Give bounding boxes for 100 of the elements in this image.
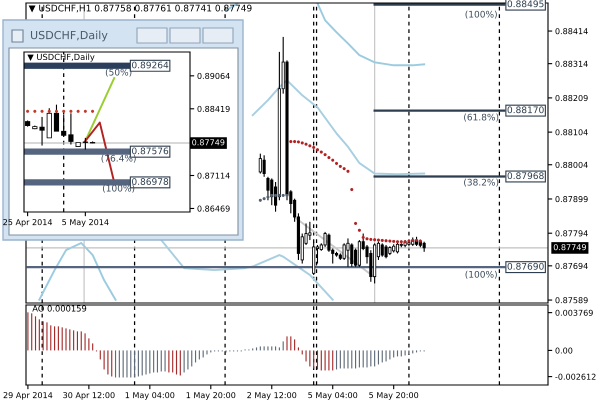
point xyxy=(350,188,354,192)
y-tick-label: 0.00 xyxy=(555,347,572,354)
y-tick-label: -0.002612 xyxy=(555,374,596,380)
point xyxy=(396,240,400,244)
point xyxy=(338,164,342,168)
x-tick-label: 30 Apr 12:00 xyxy=(63,392,115,400)
point xyxy=(278,194,281,197)
point xyxy=(365,237,369,240)
point xyxy=(270,194,274,197)
point xyxy=(334,162,338,165)
x-tick-label: 25 Apr 2014 xyxy=(3,219,52,227)
y-tick-label: 0.87794 xyxy=(555,230,588,236)
point xyxy=(354,222,358,225)
point xyxy=(418,239,422,243)
point xyxy=(262,197,266,200)
line-series xyxy=(316,3,426,66)
x-tick-label: 5 May 04:00 xyxy=(308,392,358,400)
point xyxy=(376,238,380,242)
point xyxy=(369,238,372,241)
point xyxy=(414,238,418,242)
x-tick-label: 1 May 04:00 xyxy=(126,392,174,400)
y-tick-label: 0.87694 xyxy=(555,262,588,269)
point xyxy=(411,238,414,242)
y-tick-label: 0.003769 xyxy=(555,310,593,316)
annotation: (50%) xyxy=(106,68,132,77)
point xyxy=(342,167,346,170)
candlestick xyxy=(350,242,354,268)
series-label: 0.86978 xyxy=(132,178,168,185)
point xyxy=(296,140,300,144)
x-tick-label: 1 May 20:00 xyxy=(186,392,236,400)
y-tick-label: 0.87589 xyxy=(555,297,588,304)
x-tick-label: 5 May 20:00 xyxy=(369,392,418,400)
point xyxy=(373,238,376,242)
y-tick-label: 0.88209 xyxy=(555,94,588,102)
series-label: 0.87576 xyxy=(132,147,168,154)
annotation: (100%) xyxy=(466,10,497,19)
series-label: 0.88170 xyxy=(508,106,544,114)
point xyxy=(258,198,262,202)
point xyxy=(308,144,312,148)
series-label: 0.87690 xyxy=(508,262,544,270)
candlestick xyxy=(396,242,400,254)
annotation: (61.8%) xyxy=(464,114,498,122)
point xyxy=(380,238,384,242)
candlestick xyxy=(39,116,45,146)
line-series xyxy=(252,79,426,176)
point xyxy=(266,195,270,199)
point xyxy=(282,194,285,197)
candlestick xyxy=(346,238,350,268)
point xyxy=(285,194,289,197)
point xyxy=(327,156,330,160)
point xyxy=(400,240,403,244)
y-tick-label: 0.88104 xyxy=(555,129,588,136)
y-tick-label: 0.88414 xyxy=(555,28,588,34)
point xyxy=(289,140,292,144)
candlestick xyxy=(258,153,262,174)
annotation: ▼ USDCHF,Daily xyxy=(27,54,95,62)
candlestick xyxy=(324,231,327,248)
y-tick-label: 0.88004 xyxy=(555,162,588,168)
point xyxy=(300,141,304,144)
chart-title: USDCHF,Daily xyxy=(30,30,108,42)
y-tick-label: 0.86469 xyxy=(197,206,230,212)
series-label: 0.88495 xyxy=(508,0,544,8)
point xyxy=(388,239,392,243)
point xyxy=(293,140,296,144)
point xyxy=(304,142,308,146)
chart-title: ▼ USDCHF,H1 0.87758 0.87761 0.87741 0.87749 xyxy=(28,4,252,12)
candlestick xyxy=(342,242,346,261)
y-tick-label: 0.88314 xyxy=(555,60,588,67)
y-tick-label: 0.87114 xyxy=(197,172,230,179)
point xyxy=(384,239,388,242)
candlestick xyxy=(54,104,60,132)
candlestick xyxy=(266,176,270,201)
y-tick-label: 0.89064 xyxy=(197,72,230,79)
point xyxy=(320,150,323,154)
annotation: (100%) xyxy=(466,270,497,279)
candlestick xyxy=(384,244,388,259)
candlestick xyxy=(68,112,74,146)
point xyxy=(392,240,396,243)
series-label: 0.89264 xyxy=(132,62,168,68)
point xyxy=(362,236,365,240)
line-series xyxy=(160,239,334,301)
x-tick-label: 5 May 2014 xyxy=(62,219,109,227)
point xyxy=(274,194,278,197)
ref-line-label: 0.87749 xyxy=(554,244,586,250)
x-tick-label: 2 May 12:00 xyxy=(247,392,296,400)
annotation: (38.2%) xyxy=(464,178,498,187)
point xyxy=(358,228,361,232)
candlestick xyxy=(262,154,266,178)
point xyxy=(324,153,327,156)
candlestick xyxy=(422,241,426,252)
y-tick-label: 0.88419 xyxy=(197,106,230,112)
ref-line-label: 0.87749 xyxy=(192,139,224,146)
point xyxy=(404,240,407,244)
y-tick-label: 0.87899 xyxy=(555,196,588,202)
candlestick xyxy=(380,242,384,258)
candlestick xyxy=(82,137,88,150)
point xyxy=(331,158,334,162)
annotation: (100%) xyxy=(102,184,134,193)
line-series xyxy=(38,242,117,301)
series-label: 0.87968 xyxy=(508,172,544,180)
